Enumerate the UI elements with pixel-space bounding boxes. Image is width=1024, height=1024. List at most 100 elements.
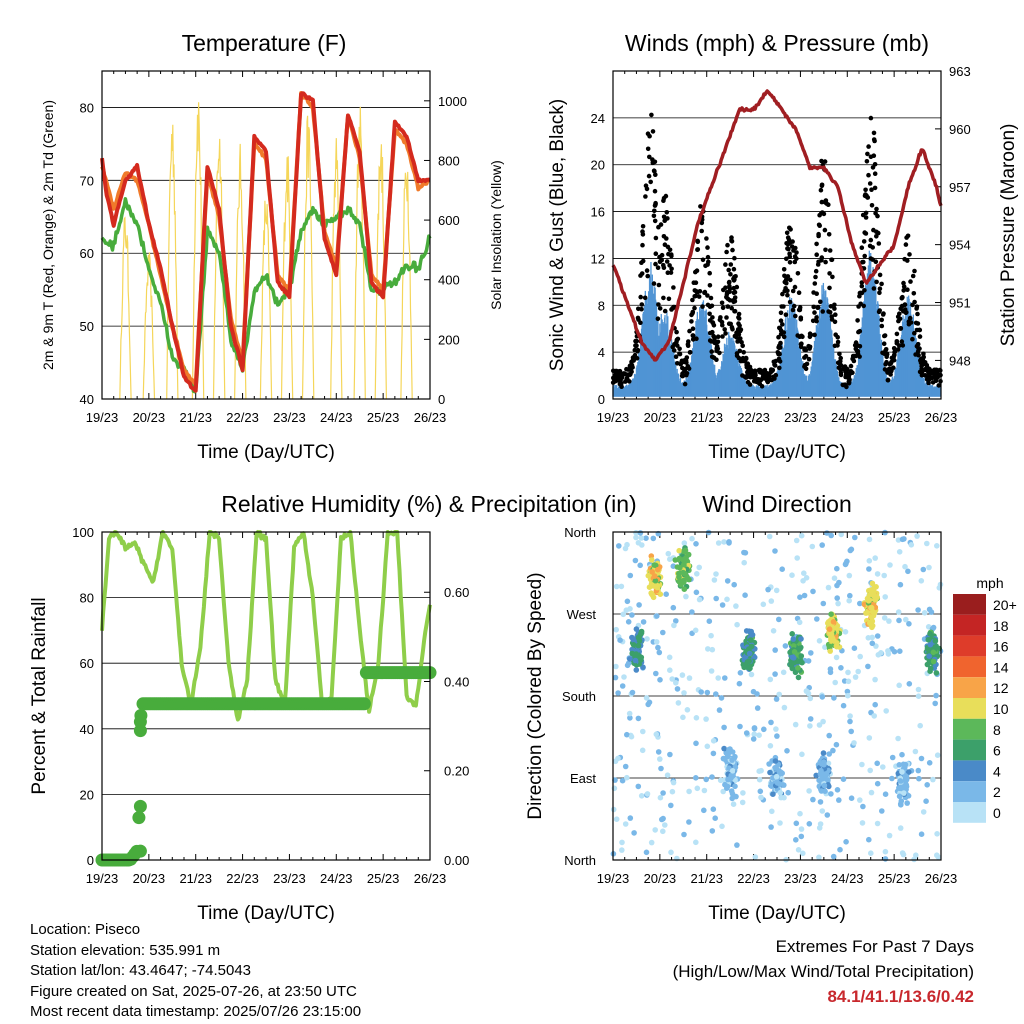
direction-point [701, 787, 708, 794]
x-tick-label: 21/23 [179, 410, 212, 425]
direction-point [906, 621, 912, 627]
direction-point [737, 670, 744, 676]
direction-point [708, 632, 714, 639]
gust-point [640, 229, 645, 234]
direction-point [736, 680, 743, 687]
gust-point [845, 371, 851, 377]
gust-point [773, 358, 779, 364]
gust-point [827, 285, 832, 291]
direction-point [726, 746, 732, 753]
direction-point [653, 731, 660, 738]
direction-point [766, 761, 772, 767]
direction-point [621, 674, 627, 680]
direction-point [807, 695, 814, 702]
gust-point [662, 308, 668, 314]
gust-point [837, 351, 842, 357]
x-tick-label: 22/23 [226, 410, 259, 425]
elevation-text: Station elevation: 535.991 m [30, 941, 221, 959]
gust-point [807, 334, 813, 340]
x-tick-label: 24/23 [831, 871, 864, 886]
direction-point [899, 769, 905, 775]
direction-point [610, 806, 617, 813]
gust-point [843, 374, 848, 380]
gust-point [919, 372, 925, 378]
direction-point [724, 596, 730, 603]
direction-point [767, 769, 773, 776]
direction-point [619, 777, 626, 784]
gust-point [656, 224, 661, 230]
direction-point [934, 543, 940, 549]
direction-point [734, 621, 740, 628]
insolation-series [301, 115, 315, 400]
direction-point [768, 824, 774, 830]
gust-point [865, 151, 870, 157]
gust-point [666, 296, 672, 302]
direction-point [895, 609, 902, 615]
direction-point [844, 688, 851, 695]
gust-point [844, 384, 849, 390]
direction-point [725, 753, 731, 760]
direction-point [673, 680, 679, 686]
gust-point [673, 354, 679, 360]
direction-point [906, 769, 912, 775]
direction-point [840, 702, 847, 709]
direction-point [883, 708, 889, 714]
gust-point [787, 260, 793, 265]
gust-point [877, 308, 882, 313]
gust-point [868, 256, 874, 261]
gust-point [926, 368, 931, 374]
gust-point [696, 294, 702, 299]
y2-tick-label: 0.60 [444, 585, 469, 600]
direction-point [686, 788, 692, 795]
direction-point [827, 648, 833, 654]
gust-point [862, 288, 867, 293]
recent-text: Most recent data timestamp: 2025/07/26 2… [30, 1003, 362, 1020]
gust-point [655, 265, 661, 271]
gust-point [777, 365, 782, 371]
direction-point [830, 853, 837, 860]
x-tick-label: 21/23 [690, 871, 723, 886]
direction-point [828, 633, 834, 640]
direction-point [830, 747, 836, 754]
direction-point [807, 723, 813, 729]
gust-point [634, 343, 639, 348]
gust-point [817, 223, 822, 228]
legend-swatch [953, 635, 986, 657]
gust-point [853, 353, 858, 359]
gust-point [707, 330, 713, 336]
x-tick-label: 19/23 [597, 871, 630, 886]
direction-point [833, 643, 840, 650]
legend-swatch [953, 698, 986, 719]
direction-point [636, 602, 642, 608]
direction-point [819, 542, 825, 548]
legend-swatch [953, 760, 986, 782]
gust-point [783, 312, 789, 318]
direction-point [801, 570, 807, 576]
direction-point [761, 726, 767, 733]
direction-point [622, 763, 629, 770]
direction-point [683, 593, 689, 600]
gust-point [782, 273, 787, 279]
gust-point [901, 284, 907, 289]
gust-point [870, 165, 876, 170]
direction-point [852, 674, 859, 680]
direction-point [915, 686, 922, 693]
y-tick-label: North [564, 853, 596, 868]
direction-point [652, 827, 658, 833]
direction-point [711, 577, 718, 583]
gust-point [624, 376, 630, 381]
direction-point [831, 575, 838, 581]
direction-point [750, 736, 757, 742]
direction-point [797, 810, 803, 817]
gust-point [922, 360, 928, 365]
direction-point [868, 850, 874, 856]
legend-label: 6 [993, 743, 1001, 759]
gust-point [836, 365, 842, 371]
direction-point [669, 676, 675, 682]
gust-point [797, 305, 803, 310]
gust-point [795, 271, 801, 276]
gust-point [885, 377, 891, 383]
direction-point [722, 675, 728, 681]
direction-point [857, 653, 863, 660]
direction-point [857, 600, 863, 607]
